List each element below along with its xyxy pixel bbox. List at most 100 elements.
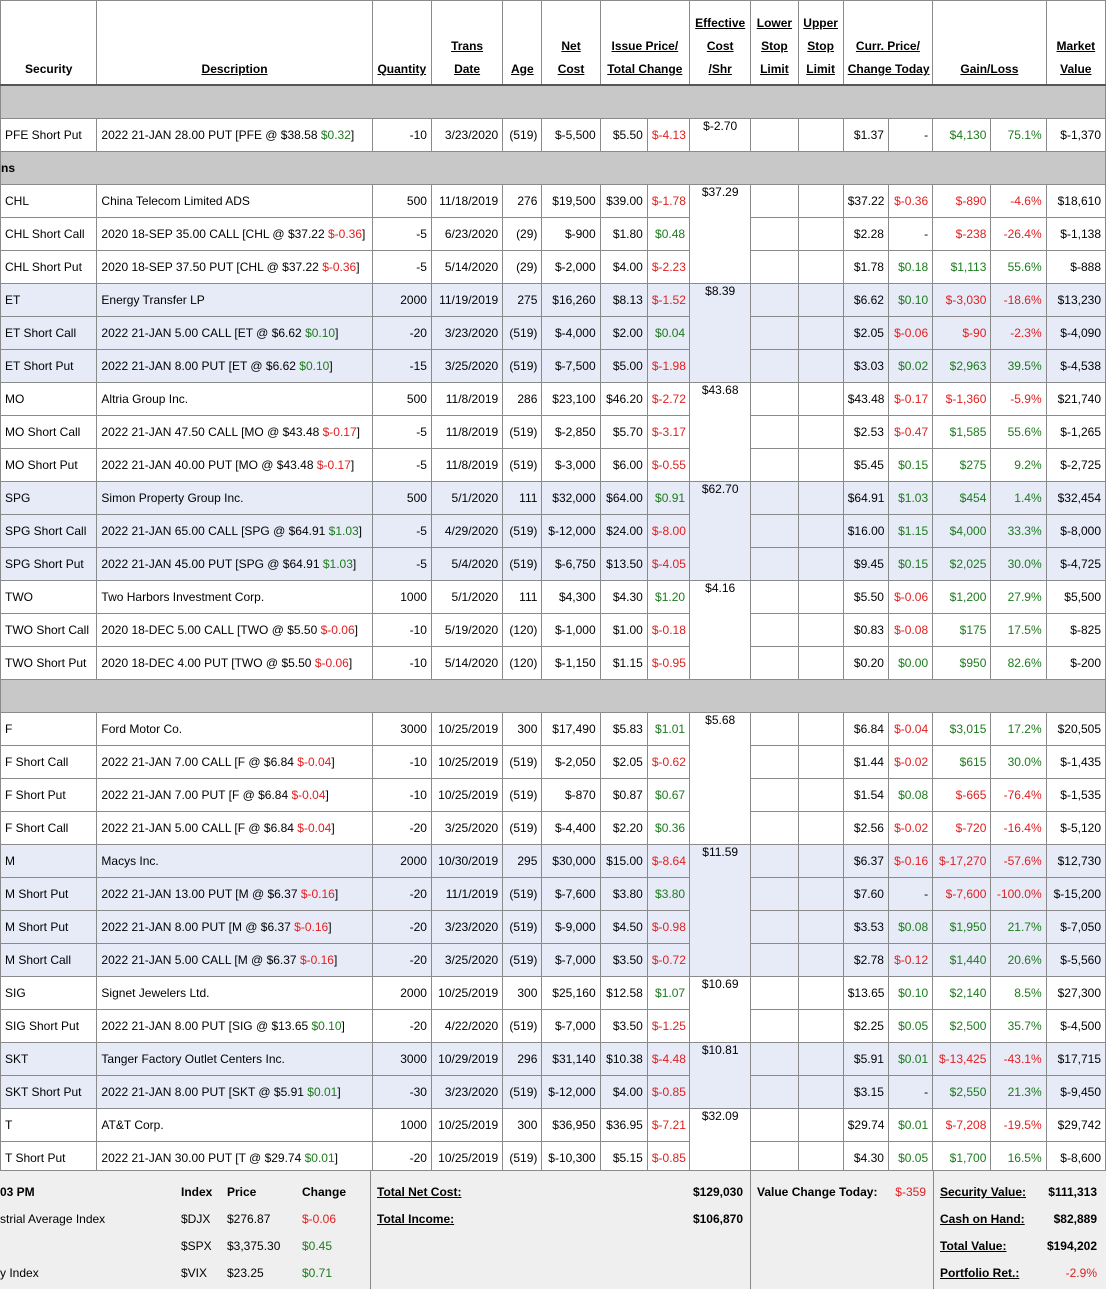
- table-row[interactable]: TWO Two Harbors Investment Corp. 1000 5/1/2…: [0, 580, 1106, 680]
- table-row[interactable]: F Short Call 2022 21-JAN 5.00 CALL [F @ $…: [0, 811, 1106, 845]
- table-row[interactable]: SIG Short Put 2022 21-JAN 8.00 PUT [SIG @…: [0, 1009, 1106, 1043]
- issue-price-cell: $2.00: [599, 316, 648, 350]
- table-row[interactable]: CHL Short Put 2020 18-SEP 37.50 PUT [CHL …: [0, 250, 1106, 284]
- change-today-cell: $-0.36: [887, 184, 934, 218]
- issue-price-cell: $3.50: [599, 943, 648, 977]
- col-upper-stop[interactable]: Upper Stop Limit: [797, 0, 844, 86]
- description-bracket: ]: [354, 623, 358, 637]
- trans-date-cell: 3/23/2020: [430, 1075, 504, 1109]
- table-row[interactable]: MO Short Put 2022 21-JAN 40.00 PUT [MO @ …: [0, 448, 1106, 482]
- quantity-cell: -10: [371, 118, 432, 152]
- table-row[interactable]: M Short Put 2022 21-JAN 13.00 PUT [M @ $6…: [0, 877, 1106, 911]
- change-today-cell: $0.01: [887, 1108, 934, 1142]
- table-row[interactable]: MO Short Call 2022 21-JAN 47.50 CALL [MO …: [0, 415, 1106, 449]
- market-value-cell: $-1,370: [1045, 118, 1106, 152]
- effective-cost-cell: $10.69: [689, 976, 752, 1043]
- change-today-cell: $-0.02: [887, 745, 934, 779]
- underlying-change: $-0.04: [297, 755, 332, 769]
- col-quantity[interactable]: Quantity: [371, 0, 432, 86]
- col-issue-price[interactable]: Issue Price/Total Change: [599, 0, 691, 86]
- table-row[interactable]: M Short Put 2022 21-JAN 8.00 PUT [M @ $6.…: [0, 910, 1106, 944]
- col-gain-loss[interactable]: Gain/Loss: [932, 0, 1047, 86]
- curr-price-cell: $3.53: [842, 910, 889, 944]
- description-text: 2022 21-JAN 65.00 CALL [SPG @ $64.91: [101, 524, 329, 538]
- market-value-cell: $-5,560: [1045, 943, 1106, 977]
- table-row[interactable]: SKT Short Put 2022 21-JAN 8.00 PUT [SKT @…: [0, 1075, 1106, 1109]
- gain-loss-pct-cell: -4.6%: [990, 184, 1047, 218]
- table-row[interactable]: SPG Short Put 2022 21-JAN 45.00 PUT [SPG …: [0, 547, 1106, 581]
- table-row[interactable]: MO Altria Group Inc. 500 11/8/2019 286 $23,10…: [0, 382, 1106, 482]
- table-row[interactable]: ET Energy Transfer LP 2000 11/19/2019 275 $16…: [0, 283, 1106, 383]
- table-row[interactable]: SIG Signet Jewelers Ltd. 2000 10/25/2019 300…: [0, 976, 1106, 1043]
- quantity-cell: 2000: [371, 283, 432, 317]
- table-row[interactable]: T Short Put 2022 21-JAN 30.00 PUT [T @ $2…: [0, 1141, 1106, 1175]
- curr-price-cell: $64.91: [842, 481, 889, 515]
- market-value-cell: $-200: [1045, 646, 1106, 680]
- security-cell: F Short Call: [0, 811, 98, 845]
- total-change-cell: $0.67: [646, 778, 691, 812]
- gain-loss-pct-cell: 20.6%: [990, 943, 1047, 977]
- cash-label: Cash on Hand:: [940, 1212, 1025, 1226]
- market-value-cell: $-7,050: [1045, 910, 1106, 944]
- col-net-cost[interactable]: Net Cost: [541, 0, 601, 86]
- col-effective-cost[interactable]: Effective Cost/Shr: [689, 0, 752, 86]
- description-bracket: ]: [348, 656, 353, 670]
- description-text: 2022 21-JAN 45.00 PUT [SPG @ $64.91: [101, 557, 323, 571]
- table-row[interactable]: M Short Call 2022 21-JAN 5.00 CALL [M @ $…: [0, 943, 1106, 977]
- table-row[interactable]: PFE Short Put 2022 21-JAN 28.00 PUT [PFE …: [0, 118, 1106, 152]
- table-row[interactable]: CHL Short Call 2020 18-SEP 35.00 CALL [CH…: [0, 217, 1106, 251]
- col-description[interactable]: Description: [96, 0, 373, 86]
- underlying-change: $0.10: [299, 359, 330, 373]
- underlying-change: $0.10: [311, 1019, 342, 1033]
- section-header-2-label: ns: [0, 151, 1106, 185]
- gain-loss-pct-cell: 21.7%: [990, 910, 1047, 944]
- quantity-cell: -20: [371, 910, 432, 944]
- gain-loss-pct-cell: -19.5%: [990, 1108, 1047, 1142]
- gain-loss-cell: $2,140: [932, 976, 992, 1010]
- table-row[interactable]: ET Short Call 2022 21-JAN 5.00 CALL [ET @…: [0, 316, 1106, 350]
- section-header-1-label: [0, 84, 1106, 119]
- table-row[interactable]: SPG Simon Property Group Inc. 500 5/1/2020 1…: [0, 481, 1106, 581]
- net-cost-cell: $-7,600: [541, 877, 601, 911]
- issue-price-cell: $24.00: [599, 514, 648, 548]
- table-row[interactable]: TWO Short Call 2020 18-DEC 5.00 CALL [TWO…: [0, 613, 1106, 647]
- table-row[interactable]: CHL China Telecom Limited ADS 500 11/18/201…: [0, 184, 1106, 284]
- description-cell: 2022 21-JAN 45.00 PUT [SPG @ $64.91 $1.0…: [96, 547, 373, 581]
- col-trans-date[interactable]: Trans Date: [430, 0, 504, 86]
- issue-price-cell: $4.30: [599, 580, 648, 614]
- change-today-cell: $-0.04: [887, 712, 934, 746]
- description-text: 2022 21-JAN 5.00 CALL [F @ $6.84: [101, 821, 298, 835]
- description-cell: 2022 21-JAN 28.00 PUT [PFE @ $38.58 $0.3…: [96, 118, 373, 152]
- table-row[interactable]: F Short Call 2022 21-JAN 7.00 CALL [F @ $…: [0, 745, 1106, 779]
- market-value-cell: $-888: [1045, 250, 1106, 284]
- curr-price-cell: $0.20: [842, 646, 889, 680]
- table-row[interactable]: F Short Put 2022 21-JAN 7.00 PUT [F @ $6.…: [0, 778, 1106, 812]
- total-change-cell: $1.07: [646, 976, 691, 1010]
- table-row[interactable]: T AT&T Corp. 1000 10/25/2019 300 $36,950 $36.9…: [0, 1108, 1106, 1175]
- change-today-cell: -: [887, 877, 934, 911]
- col-lower-stop[interactable]: Lower Stop Limit: [750, 0, 799, 86]
- table-row[interactable]: ET Short Put 2022 21-JAN 8.00 PUT [ET @ $…: [0, 349, 1106, 383]
- lower-stop-cell: [750, 250, 799, 284]
- table-row[interactable]: SPG Short Call 2022 21-JAN 65.00 CALL [SP…: [0, 514, 1106, 548]
- description-bracket: ]: [331, 821, 335, 835]
- table-row[interactable]: F Ford Motor Co. 3000 10/25/2019 300 $17,490 $…: [0, 712, 1106, 845]
- col-security[interactable]: Security: [0, 0, 98, 86]
- table-row[interactable]: M Macys Inc. 2000 10/30/2019 295 $30,000 $15.0…: [0, 844, 1106, 977]
- effective-cost-cell: $43.68: [689, 382, 752, 482]
- col-age[interactable]: Age: [502, 0, 543, 86]
- market-value-cell: $-1,535: [1045, 778, 1106, 812]
- total-change-cell: $-8.64: [646, 844, 691, 878]
- description-cell: Energy Transfer LP: [96, 283, 373, 317]
- col-market-value[interactable]: Market Value: [1045, 0, 1106, 86]
- upper-stop-cell: [797, 877, 844, 911]
- table-row[interactable]: SKT Tanger Factory Outlet Centers Inc. 300…: [0, 1042, 1106, 1109]
- gain-loss-cell: $4,000: [932, 514, 992, 548]
- table-row[interactable]: TWO Short Put 2020 18-DEC 4.00 PUT [TWO @…: [0, 646, 1106, 680]
- total-change-cell: $-0.98: [646, 910, 691, 944]
- lower-stop-cell: [750, 382, 799, 416]
- col-curr-price[interactable]: Curr. Price/Change Today: [842, 0, 934, 86]
- change-today-cell: $0.08: [887, 910, 934, 944]
- curr-price-cell: $6.62: [842, 283, 889, 317]
- total-change-cell: $-1.78: [646, 184, 691, 218]
